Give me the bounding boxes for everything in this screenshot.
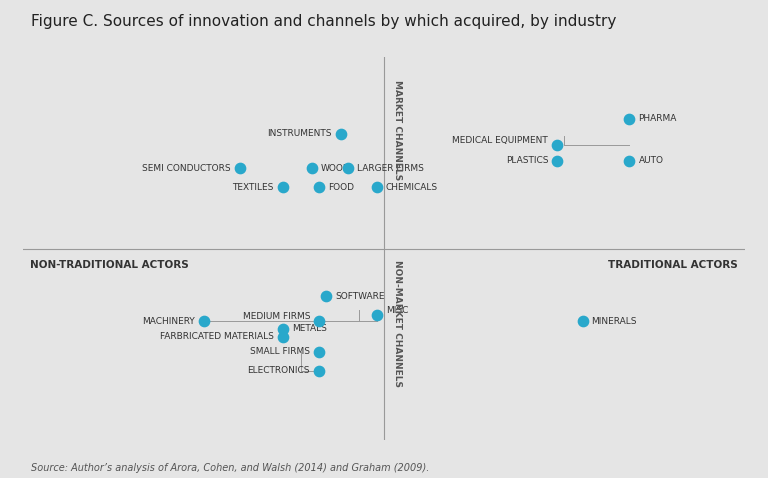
Text: AUTO: AUTO bbox=[638, 156, 664, 165]
Point bbox=[335, 130, 347, 138]
Point bbox=[313, 184, 325, 191]
Point bbox=[313, 348, 325, 356]
Text: MEDIUM FIRMS: MEDIUM FIRMS bbox=[243, 312, 310, 321]
Text: LARGER FIRMS: LARGER FIRMS bbox=[357, 164, 424, 173]
Text: SEMI CONDUCTORS: SEMI CONDUCTORS bbox=[142, 164, 230, 173]
Text: FOOD: FOOD bbox=[328, 183, 354, 192]
Point bbox=[276, 184, 289, 191]
Text: NON-MARKET CHANNELS: NON-MARKET CHANNELS bbox=[393, 260, 402, 387]
Point bbox=[276, 333, 289, 340]
Point bbox=[371, 184, 383, 191]
Text: METALS: METALS bbox=[292, 325, 327, 333]
Text: PHARMA: PHARMA bbox=[638, 114, 677, 123]
Point bbox=[624, 115, 636, 122]
Text: MACHINERY: MACHINERY bbox=[142, 317, 194, 326]
Text: Figure C. Sources of innovation and channels by which acquired, by industry: Figure C. Sources of innovation and chan… bbox=[31, 14, 616, 29]
Point bbox=[276, 325, 289, 333]
Text: SOFTWARE: SOFTWARE bbox=[336, 292, 385, 301]
Point bbox=[551, 141, 564, 149]
Text: FARBRICATED MATERIALS: FARBRICATED MATERIALS bbox=[160, 332, 274, 341]
Point bbox=[342, 164, 354, 172]
Text: NON-TRADITIONAL ACTORS: NON-TRADITIONAL ACTORS bbox=[30, 260, 189, 270]
Text: INSTRUMENTS: INSTRUMENTS bbox=[267, 130, 332, 138]
Text: TRADITIONAL ACTORS: TRADITIONAL ACTORS bbox=[608, 260, 738, 270]
Text: Source: Author’s analysis of Arora, Cohen, and Walsh (2014) and Graham (2009).: Source: Author’s analysis of Arora, Cohe… bbox=[31, 463, 429, 473]
Point bbox=[551, 157, 564, 164]
Text: ELECTRONICS: ELECTRONICS bbox=[247, 367, 310, 375]
Text: MARKET CHANNELS: MARKET CHANNELS bbox=[393, 80, 402, 181]
Point bbox=[306, 164, 318, 172]
Point bbox=[313, 367, 325, 375]
Text: CHEMICALS: CHEMICALS bbox=[386, 183, 438, 192]
Text: PLASTICS: PLASTICS bbox=[506, 156, 548, 165]
Text: MINERALS: MINERALS bbox=[591, 317, 637, 326]
Text: MEDICAL EQUIPMENT: MEDICAL EQUIPMENT bbox=[452, 136, 548, 145]
Text: TEXTILES: TEXTILES bbox=[233, 183, 274, 192]
Point bbox=[197, 317, 210, 325]
Point bbox=[313, 317, 325, 325]
Point bbox=[577, 317, 589, 325]
Text: MISC: MISC bbox=[386, 306, 408, 315]
Text: WOOD: WOOD bbox=[321, 164, 350, 173]
Point bbox=[320, 293, 333, 300]
Point bbox=[371, 312, 383, 319]
Text: SMALL FIRMS: SMALL FIRMS bbox=[250, 348, 310, 356]
Point bbox=[624, 157, 636, 164]
Point bbox=[233, 164, 246, 172]
